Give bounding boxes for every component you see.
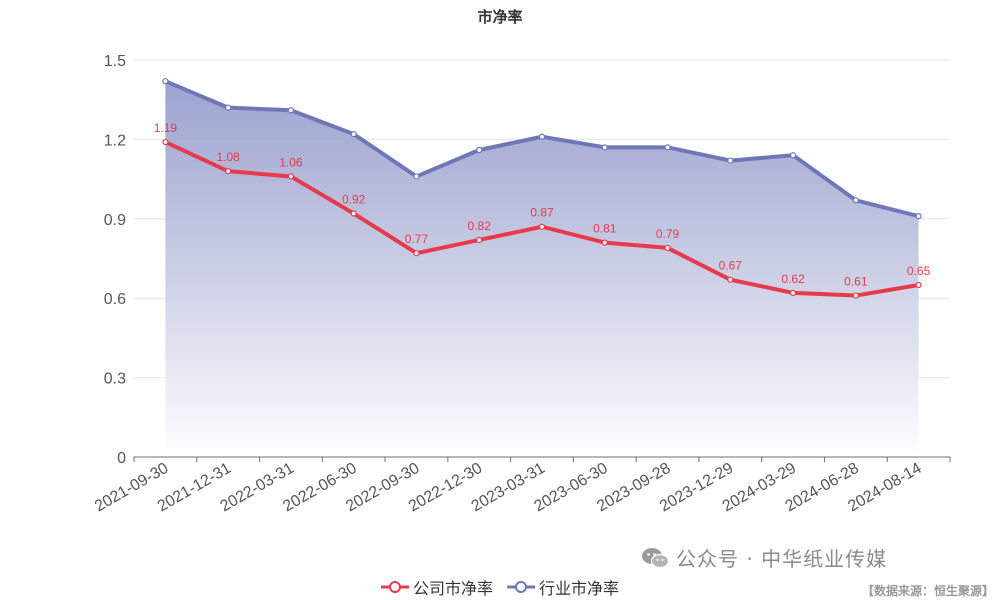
company-data-label: 1.06 xyxy=(279,155,303,169)
company-data-label: 1.19 xyxy=(154,121,178,135)
company-data-label: 0.62 xyxy=(781,272,805,286)
company-data-label: 0.81 xyxy=(593,222,617,236)
industry-point xyxy=(915,213,922,220)
legend-swatch-industry xyxy=(507,581,535,593)
industry-point xyxy=(538,133,546,140)
company-data-label: 1.08 xyxy=(216,150,240,164)
company-point xyxy=(538,223,546,230)
company-point xyxy=(162,138,169,146)
company-data-label: 0.77 xyxy=(405,232,429,246)
industry-point xyxy=(225,104,232,111)
industry-point xyxy=(601,144,608,151)
industry-point xyxy=(413,173,420,180)
company-point xyxy=(789,289,797,297)
watermark-text: 公众号 · 中华纸业传媒 xyxy=(676,547,888,571)
company-point xyxy=(476,236,483,244)
company-data-label: 0.67 xyxy=(719,259,743,273)
y-tick-label: 0.3 xyxy=(104,371,126,388)
chart-title: 市净率 xyxy=(477,8,523,26)
industry-point xyxy=(162,78,169,85)
company-point xyxy=(664,244,671,252)
company-data-label: 0.65 xyxy=(907,264,931,278)
industry-area-fill xyxy=(165,81,919,457)
company-data-label: 0.61 xyxy=(844,275,868,289)
legend: 公司市净率 行业市净率 xyxy=(0,575,1000,599)
industry-point xyxy=(476,146,483,154)
y-tick-label: 0 xyxy=(117,450,126,467)
industry-point xyxy=(350,131,357,138)
legend-label-industry: 行业市净率 xyxy=(539,579,620,598)
industry-point xyxy=(287,107,295,114)
y-tick-label: 0.9 xyxy=(104,212,126,229)
company-point xyxy=(350,210,357,217)
legend-swatch-company xyxy=(380,581,409,593)
company-point xyxy=(287,173,295,180)
company-data-label: 0.82 xyxy=(468,219,492,233)
legend-label-company: 公司市净率 xyxy=(412,579,493,598)
y-tick-label: 1.2 xyxy=(104,132,126,149)
company-point xyxy=(727,276,734,283)
y-tick-label: 0.6 xyxy=(104,291,126,308)
company-point xyxy=(413,250,420,257)
industry-point xyxy=(727,157,734,164)
company-data-label: 0.87 xyxy=(530,206,554,220)
source-note: 【数据来源：恒生聚源】 xyxy=(861,584,994,598)
company-data-label: 0.79 xyxy=(656,227,680,241)
wechat-icon xyxy=(642,547,670,568)
legend-item-industry[interactable]: 行业市净率 xyxy=(507,575,619,599)
company-point xyxy=(225,168,232,175)
company-point xyxy=(915,281,922,289)
industry-point xyxy=(789,152,797,159)
y-tick-label: 1.5 xyxy=(104,53,126,70)
company-data-label: 0.92 xyxy=(342,193,366,207)
industry-point xyxy=(664,144,671,151)
company-point xyxy=(601,239,608,246)
legend-item-company[interactable]: 公司市净率 xyxy=(380,575,493,599)
company-point xyxy=(852,292,859,299)
industry-point xyxy=(852,197,859,204)
watermark: 公众号 · 中华纸业传媒 xyxy=(640,543,887,572)
